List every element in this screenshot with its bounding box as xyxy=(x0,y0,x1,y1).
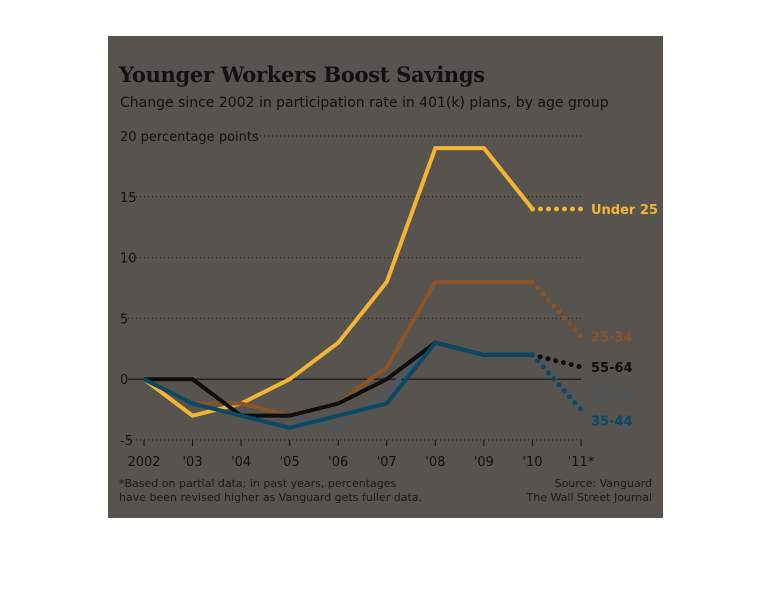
x-tick-label: '03 xyxy=(182,455,202,470)
x-tick-label: '06 xyxy=(328,455,348,470)
x-tick-label: '08 xyxy=(425,455,445,470)
source-line: Source: Vanguard xyxy=(554,477,652,490)
chart-panel: 20 percentage points 15 10 5 0 -5 2002 '03 '04 '0… xyxy=(108,36,663,518)
series-line-under-25 xyxy=(142,146,535,418)
y-tick-label: 5 xyxy=(120,312,128,327)
series-line-35-44 xyxy=(143,340,533,430)
series-partial-25-34 xyxy=(529,279,584,340)
series-label: 45-54 xyxy=(591,392,633,407)
y-tick-label: -5 xyxy=(120,434,133,449)
y-tick-label: 15 xyxy=(120,191,137,206)
series-label: 55-64 xyxy=(591,361,633,376)
series-label: 25-34 xyxy=(591,331,633,346)
x-tick-label: 2002 xyxy=(127,455,160,470)
publisher-line: The Wall Street Journal xyxy=(526,491,652,504)
source-credit: Source: Vanguard The Wall Street Journal xyxy=(527,477,652,505)
footnote: *Based on partial data; in past years, p… xyxy=(119,477,422,505)
series-partial-55-64 xyxy=(529,352,584,370)
series-partial-35-44 xyxy=(529,352,584,413)
x-tick-label: '10 xyxy=(522,455,542,470)
x-tick-label: '11* xyxy=(568,455,595,470)
footnote-line: *Based on partial data; in past years, p… xyxy=(119,477,397,490)
x-tick-label: '05 xyxy=(280,455,300,470)
chart-subtitle: Change since 2002 in participation rate … xyxy=(120,95,609,111)
line-chart: 20 percentage points 15 10 5 0 -5 2002 '03 '04 '0… xyxy=(120,130,658,470)
series-label: Under 25 xyxy=(591,203,658,218)
y-tick-label: 10 xyxy=(120,252,137,267)
chart-title: Younger Workers Boost Savings xyxy=(119,62,485,87)
x-tick-label: '04 xyxy=(231,455,251,470)
y-tick-label: 0 xyxy=(120,373,128,388)
y-tick-label: 20 percentage points xyxy=(120,130,259,145)
x-tick-label: '09 xyxy=(474,455,494,470)
series-partial-45-54 xyxy=(529,352,584,407)
x-tick-label: '07 xyxy=(377,455,397,470)
series-label: 35-44 xyxy=(591,415,633,430)
series-line-25-34 xyxy=(143,279,533,418)
footnote-line: have been revised higher as Vanguard get… xyxy=(119,491,422,504)
